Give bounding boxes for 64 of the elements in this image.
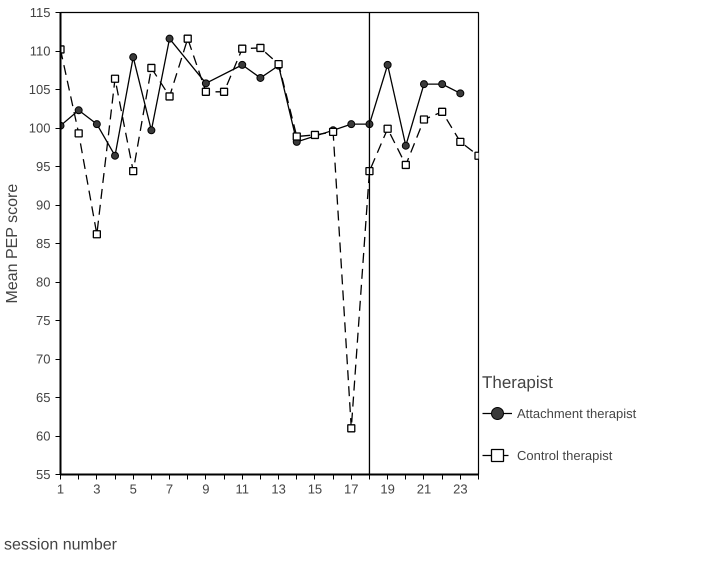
point [438,80,446,88]
point [238,60,246,69]
point [438,108,446,116]
x-tick-label: 13 [271,482,286,496]
point [147,64,156,72]
x-tick-label: 3 [93,482,100,496]
point [256,44,265,52]
y-tick-label: 65 [36,390,51,405]
y-tick-label: 100 [28,120,51,136]
x-tick-label: 11 [235,482,249,496]
point [456,89,464,98]
point [147,126,156,134]
y-tick-label: 90 [36,198,51,212]
point [110,74,120,83]
x-tick-label: 9 [202,482,210,496]
point [74,129,83,138]
point [420,115,428,124]
x-tick-label: 1 [56,482,64,496]
y-tick-label: 75 [36,313,51,328]
y-tick-label: 105 [28,82,51,97]
point [165,92,174,101]
point [456,138,464,146]
legend-label: Attachment therapist [517,406,638,420]
point [202,88,210,96]
y-axis-title: Mean PEP score [4,184,21,304]
point [202,79,210,88]
x-tick-label: 19 [380,482,395,496]
point [402,142,410,150]
legend-label: Control therapist [517,448,614,462]
y-tick-label: 55 [36,467,51,482]
point [347,424,356,432]
point [347,120,356,128]
point [420,80,428,88]
point [129,53,138,62]
point [92,230,101,238]
point [402,160,410,170]
y-tick-label: 70 [36,352,51,366]
point [383,124,392,133]
x-tick-label: 21 [416,482,432,496]
y-tick-label: 60 [36,428,51,444]
y-tick-label: 115 [30,5,51,20]
x-tick-label: 7 [166,482,174,496]
point [256,74,264,82]
x-tick-label: 15 [308,482,322,496]
point [74,106,83,114]
x-tick-label: 5 [130,482,137,496]
legend-title: Therapist [482,373,554,393]
point [310,130,320,140]
point [384,60,392,69]
x-tick-label: 17 [344,482,359,496]
y-tick-label: 110 [30,44,51,58]
point [129,166,138,176]
point [166,34,174,43]
y-tick-label: 85 [36,236,51,251]
point [111,152,120,160]
point [292,132,301,141]
y-tick-label: 95 [36,159,51,174]
point [92,120,101,128]
x-axis-title: session number [4,536,118,554]
y-tick-label: 80 [36,274,51,290]
point [238,44,246,53]
point [184,34,192,43]
x-tick-label: 23 [453,482,468,496]
point [220,88,228,96]
